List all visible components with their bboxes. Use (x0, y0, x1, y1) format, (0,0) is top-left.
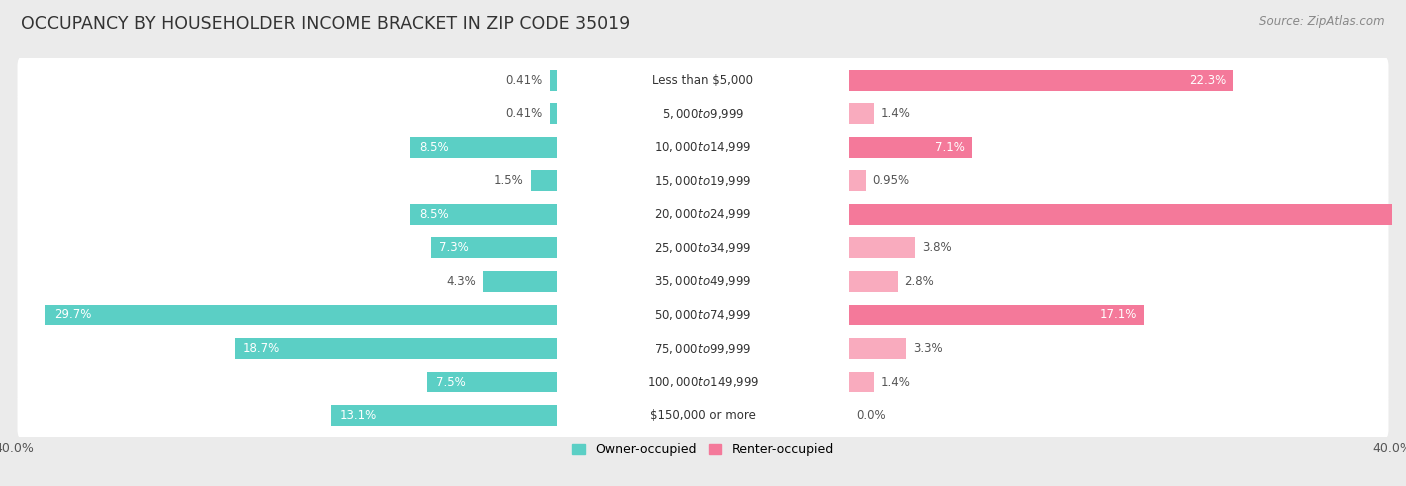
Text: $20,000 to $24,999: $20,000 to $24,999 (654, 208, 752, 221)
Bar (427, 372, 557, 393)
Bar (235, 338, 557, 359)
Text: 8.5%: 8.5% (419, 208, 449, 221)
Text: 3.3%: 3.3% (912, 342, 943, 355)
Text: 1.4%: 1.4% (880, 376, 910, 388)
Text: 0.41%: 0.41% (505, 107, 543, 120)
Bar (411, 204, 557, 225)
Text: $25,000 to $34,999: $25,000 to $34,999 (654, 241, 752, 255)
FancyBboxPatch shape (17, 258, 1389, 305)
Text: 17.1%: 17.1% (1099, 309, 1137, 321)
Text: $150,000 or more: $150,000 or more (650, 409, 756, 422)
Bar (550, 69, 557, 90)
Bar (550, 103, 557, 124)
Text: Less than $5,000: Less than $5,000 (652, 73, 754, 87)
FancyBboxPatch shape (17, 224, 1389, 272)
FancyBboxPatch shape (17, 90, 1389, 138)
Text: 29.7%: 29.7% (53, 309, 91, 321)
Bar (849, 372, 873, 393)
Text: $35,000 to $49,999: $35,000 to $49,999 (654, 275, 752, 288)
Bar (849, 137, 972, 157)
Text: 22.3%: 22.3% (1189, 73, 1226, 87)
Text: $75,000 to $99,999: $75,000 to $99,999 (654, 342, 752, 355)
Text: 0.0%: 0.0% (856, 409, 886, 422)
Text: 3.8%: 3.8% (922, 242, 952, 254)
FancyBboxPatch shape (17, 56, 1389, 104)
Bar (430, 238, 557, 258)
FancyBboxPatch shape (17, 123, 1389, 171)
Bar (849, 103, 873, 124)
Text: 7.3%: 7.3% (440, 242, 470, 254)
Text: $50,000 to $74,999: $50,000 to $74,999 (654, 308, 752, 322)
Bar (482, 271, 557, 292)
Bar (45, 305, 557, 325)
FancyBboxPatch shape (17, 358, 1389, 406)
Text: 18.7%: 18.7% (243, 342, 280, 355)
Text: $15,000 to $19,999: $15,000 to $19,999 (654, 174, 752, 188)
FancyBboxPatch shape (17, 191, 1389, 238)
Bar (849, 171, 866, 191)
Bar (849, 338, 907, 359)
Bar (849, 271, 897, 292)
Text: OCCUPANCY BY HOUSEHOLDER INCOME BRACKET IN ZIP CODE 35019: OCCUPANCY BY HOUSEHOLDER INCOME BRACKET … (21, 15, 630, 33)
Bar (849, 204, 1406, 225)
Bar (849, 305, 1144, 325)
Bar (531, 171, 557, 191)
Bar (849, 238, 915, 258)
Text: $10,000 to $14,999: $10,000 to $14,999 (654, 140, 752, 154)
Legend: Owner-occupied, Renter-occupied: Owner-occupied, Renter-occupied (568, 438, 838, 462)
FancyBboxPatch shape (17, 392, 1389, 439)
Text: 7.5%: 7.5% (436, 376, 465, 388)
Text: 2.8%: 2.8% (904, 275, 934, 288)
Text: $5,000 to $9,999: $5,000 to $9,999 (662, 106, 744, 121)
Text: 1.4%: 1.4% (880, 107, 910, 120)
Text: 7.1%: 7.1% (935, 141, 965, 154)
Text: $100,000 to $149,999: $100,000 to $149,999 (647, 375, 759, 389)
Text: 0.41%: 0.41% (505, 73, 543, 87)
Text: 13.1%: 13.1% (340, 409, 377, 422)
FancyBboxPatch shape (17, 157, 1389, 205)
Bar (330, 405, 557, 426)
Text: 8.5%: 8.5% (419, 141, 449, 154)
FancyBboxPatch shape (17, 325, 1389, 372)
Text: 1.5%: 1.5% (494, 174, 524, 187)
Bar (849, 69, 1233, 90)
Text: 4.3%: 4.3% (446, 275, 475, 288)
Bar (411, 137, 557, 157)
FancyBboxPatch shape (17, 291, 1389, 339)
Text: 0.95%: 0.95% (873, 174, 910, 187)
Text: Source: ZipAtlas.com: Source: ZipAtlas.com (1260, 15, 1385, 28)
